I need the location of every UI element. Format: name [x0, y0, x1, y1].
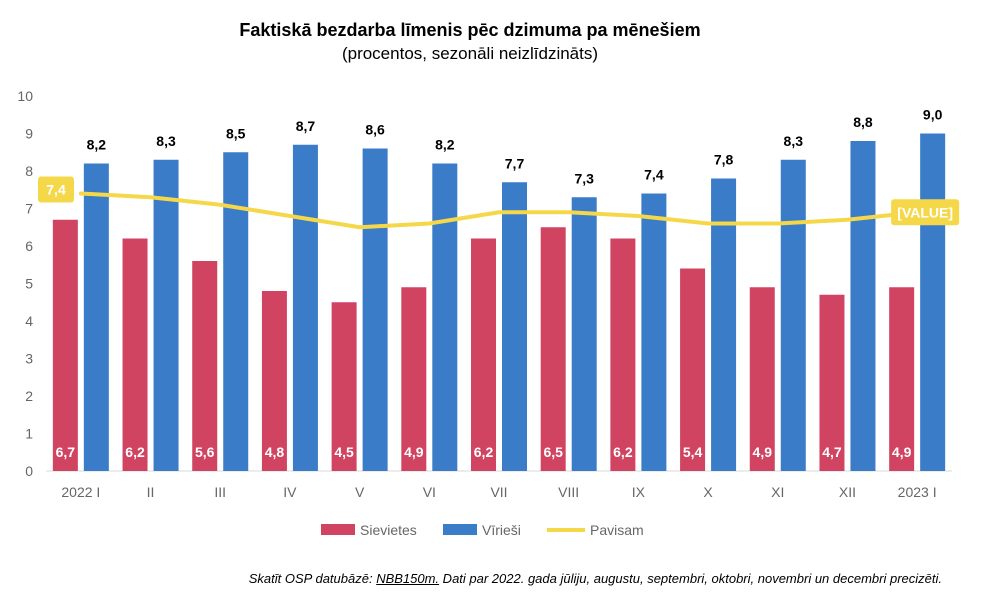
- data-label-women: 5,6: [195, 444, 215, 460]
- data-label-men: 8,2: [435, 137, 455, 153]
- total-label: 7,4: [46, 182, 66, 198]
- x-tick-label: 2023 I: [898, 484, 937, 500]
- y-tick-label: 9: [25, 126, 33, 142]
- bar-women: [680, 268, 706, 471]
- x-tick-label: VI: [423, 484, 436, 500]
- data-label-men: 7,3: [574, 170, 594, 186]
- data-label-women: 6,2: [474, 444, 494, 460]
- x-tick-label: VII: [490, 484, 507, 500]
- bar-women: [122, 238, 148, 471]
- y-tick-label: 4: [25, 313, 33, 329]
- y-tick-label: 10: [17, 88, 33, 104]
- database-link[interactable]: NBB150m.: [376, 571, 440, 586]
- y-axis: 0 1 2 3 4 5 6 7 8 9 10: [17, 88, 33, 479]
- data-label-men: 9,0: [923, 107, 943, 123]
- bars: 6,7 8,2 6,2 8,3 5,6 8,5 4,8 8,7 4,5 8,6 4,9 8,2 6,2 7…: [52, 107, 946, 471]
- bar-men: [223, 152, 249, 471]
- x-tick-label: X: [703, 484, 713, 500]
- legend-label-men: Vīrieši: [482, 522, 521, 538]
- chart-subtitle: (procentos, sezonāli neizlīdzināts): [342, 44, 598, 63]
- y-tick-label: 3: [25, 351, 33, 367]
- data-label-men: 8,8: [853, 114, 873, 130]
- footnote-prefix: Skatīt OSP datubāzē:: [248, 571, 377, 586]
- data-label-men: 8,3: [156, 133, 176, 149]
- total-label: [VALUE]: [897, 204, 953, 220]
- legend-label-total: Pavisam: [590, 522, 644, 538]
- x-tick-label: V: [355, 484, 365, 500]
- data-label-men: 8,7: [296, 118, 316, 134]
- bar-women: [331, 302, 357, 471]
- data-label-women: 4,9: [404, 444, 424, 460]
- bar-women: [261, 291, 287, 471]
- data-label-men: 7,4: [644, 167, 664, 183]
- bar-men: [571, 197, 597, 471]
- data-label-women: 6,7: [56, 444, 76, 460]
- data-label-women: 4,7: [822, 444, 842, 460]
- total-label-box: [38, 176, 74, 203]
- bar-men: [850, 141, 876, 471]
- data-label-women: 6,2: [613, 444, 633, 460]
- data-label-women: 6,2: [125, 444, 145, 460]
- legend-swatch-women: [321, 524, 355, 535]
- y-tick-label: 7: [25, 201, 33, 217]
- data-label-men: 7,8: [714, 152, 734, 168]
- x-axis: 2022 I II III IV V VI VII VIII IX X XI XII 2023 I: [61, 484, 936, 500]
- legend: Sievietes Vīrieši Pavisam: [321, 522, 644, 538]
- data-label-women: 5,4: [683, 444, 703, 460]
- y-tick-label: 8: [25, 163, 33, 179]
- y-tick-label: 6: [25, 238, 33, 254]
- y-tick-label: 2: [25, 388, 33, 404]
- bar-women: [401, 287, 427, 471]
- bar-women: [889, 287, 915, 471]
- data-label-men: 8,6: [365, 122, 385, 138]
- x-tick-label: IX: [632, 484, 646, 500]
- total-line: 7,4 [VALUE]: [38, 176, 960, 230]
- total-line-path: [78, 191, 920, 230]
- x-tick-label: IV: [283, 484, 297, 500]
- bar-men: [641, 193, 667, 471]
- data-label-men: 8,3: [784, 133, 804, 149]
- bar-women: [192, 261, 218, 471]
- footnote: Skatīt OSP datubāzē: NBB150m. Dati par 2…: [249, 571, 942, 586]
- x-tick-label: III: [214, 484, 226, 500]
- legend-swatch-men: [443, 524, 477, 535]
- bar-men: [153, 159, 179, 471]
- bar-men: [432, 163, 458, 471]
- bar-women: [52, 219, 78, 471]
- bar-women: [819, 294, 845, 471]
- footnote-suffix: Dati par 2022. gada jūliju, augustu, sep…: [439, 571, 942, 586]
- bar-men: [920, 133, 946, 471]
- chart-title: Faktiskā bezdarba līmenis pēc dzimuma pa…: [239, 20, 700, 40]
- y-tick-label: 5: [25, 276, 33, 292]
- bar-women: [610, 238, 636, 471]
- x-tick-label: 2022 I: [61, 484, 100, 500]
- x-tick-label: XII: [839, 484, 856, 500]
- data-label-women: 6,5: [543, 444, 563, 460]
- data-label-women: 4,8: [265, 444, 285, 460]
- x-tick-label: VIII: [558, 484, 579, 500]
- bar-men: [362, 148, 388, 471]
- bar-men: [502, 182, 527, 471]
- y-tick-label: 1: [25, 426, 33, 442]
- x-tick-label: II: [147, 484, 155, 500]
- x-tick-label: XI: [771, 484, 784, 500]
- legend-label-women: Sievietes: [360, 522, 417, 538]
- bar-women: [540, 227, 566, 471]
- y-tick-label: 0: [25, 463, 33, 479]
- total-label-box: [891, 199, 960, 226]
- bar-men: [711, 178, 737, 471]
- data-label-women: 4,9: [892, 444, 912, 460]
- bar-women: [749, 287, 775, 471]
- bar-men: [780, 159, 806, 471]
- bar-men: [292, 144, 318, 471]
- bar-women: [471, 238, 496, 471]
- data-label-women: 4,9: [753, 444, 773, 460]
- data-label-men: 7,7: [505, 155, 525, 171]
- data-label-men: 8,2: [87, 137, 107, 153]
- data-label-men: 8,5: [226, 125, 246, 141]
- bar-men: [83, 163, 109, 471]
- data-label-women: 4,5: [334, 444, 354, 460]
